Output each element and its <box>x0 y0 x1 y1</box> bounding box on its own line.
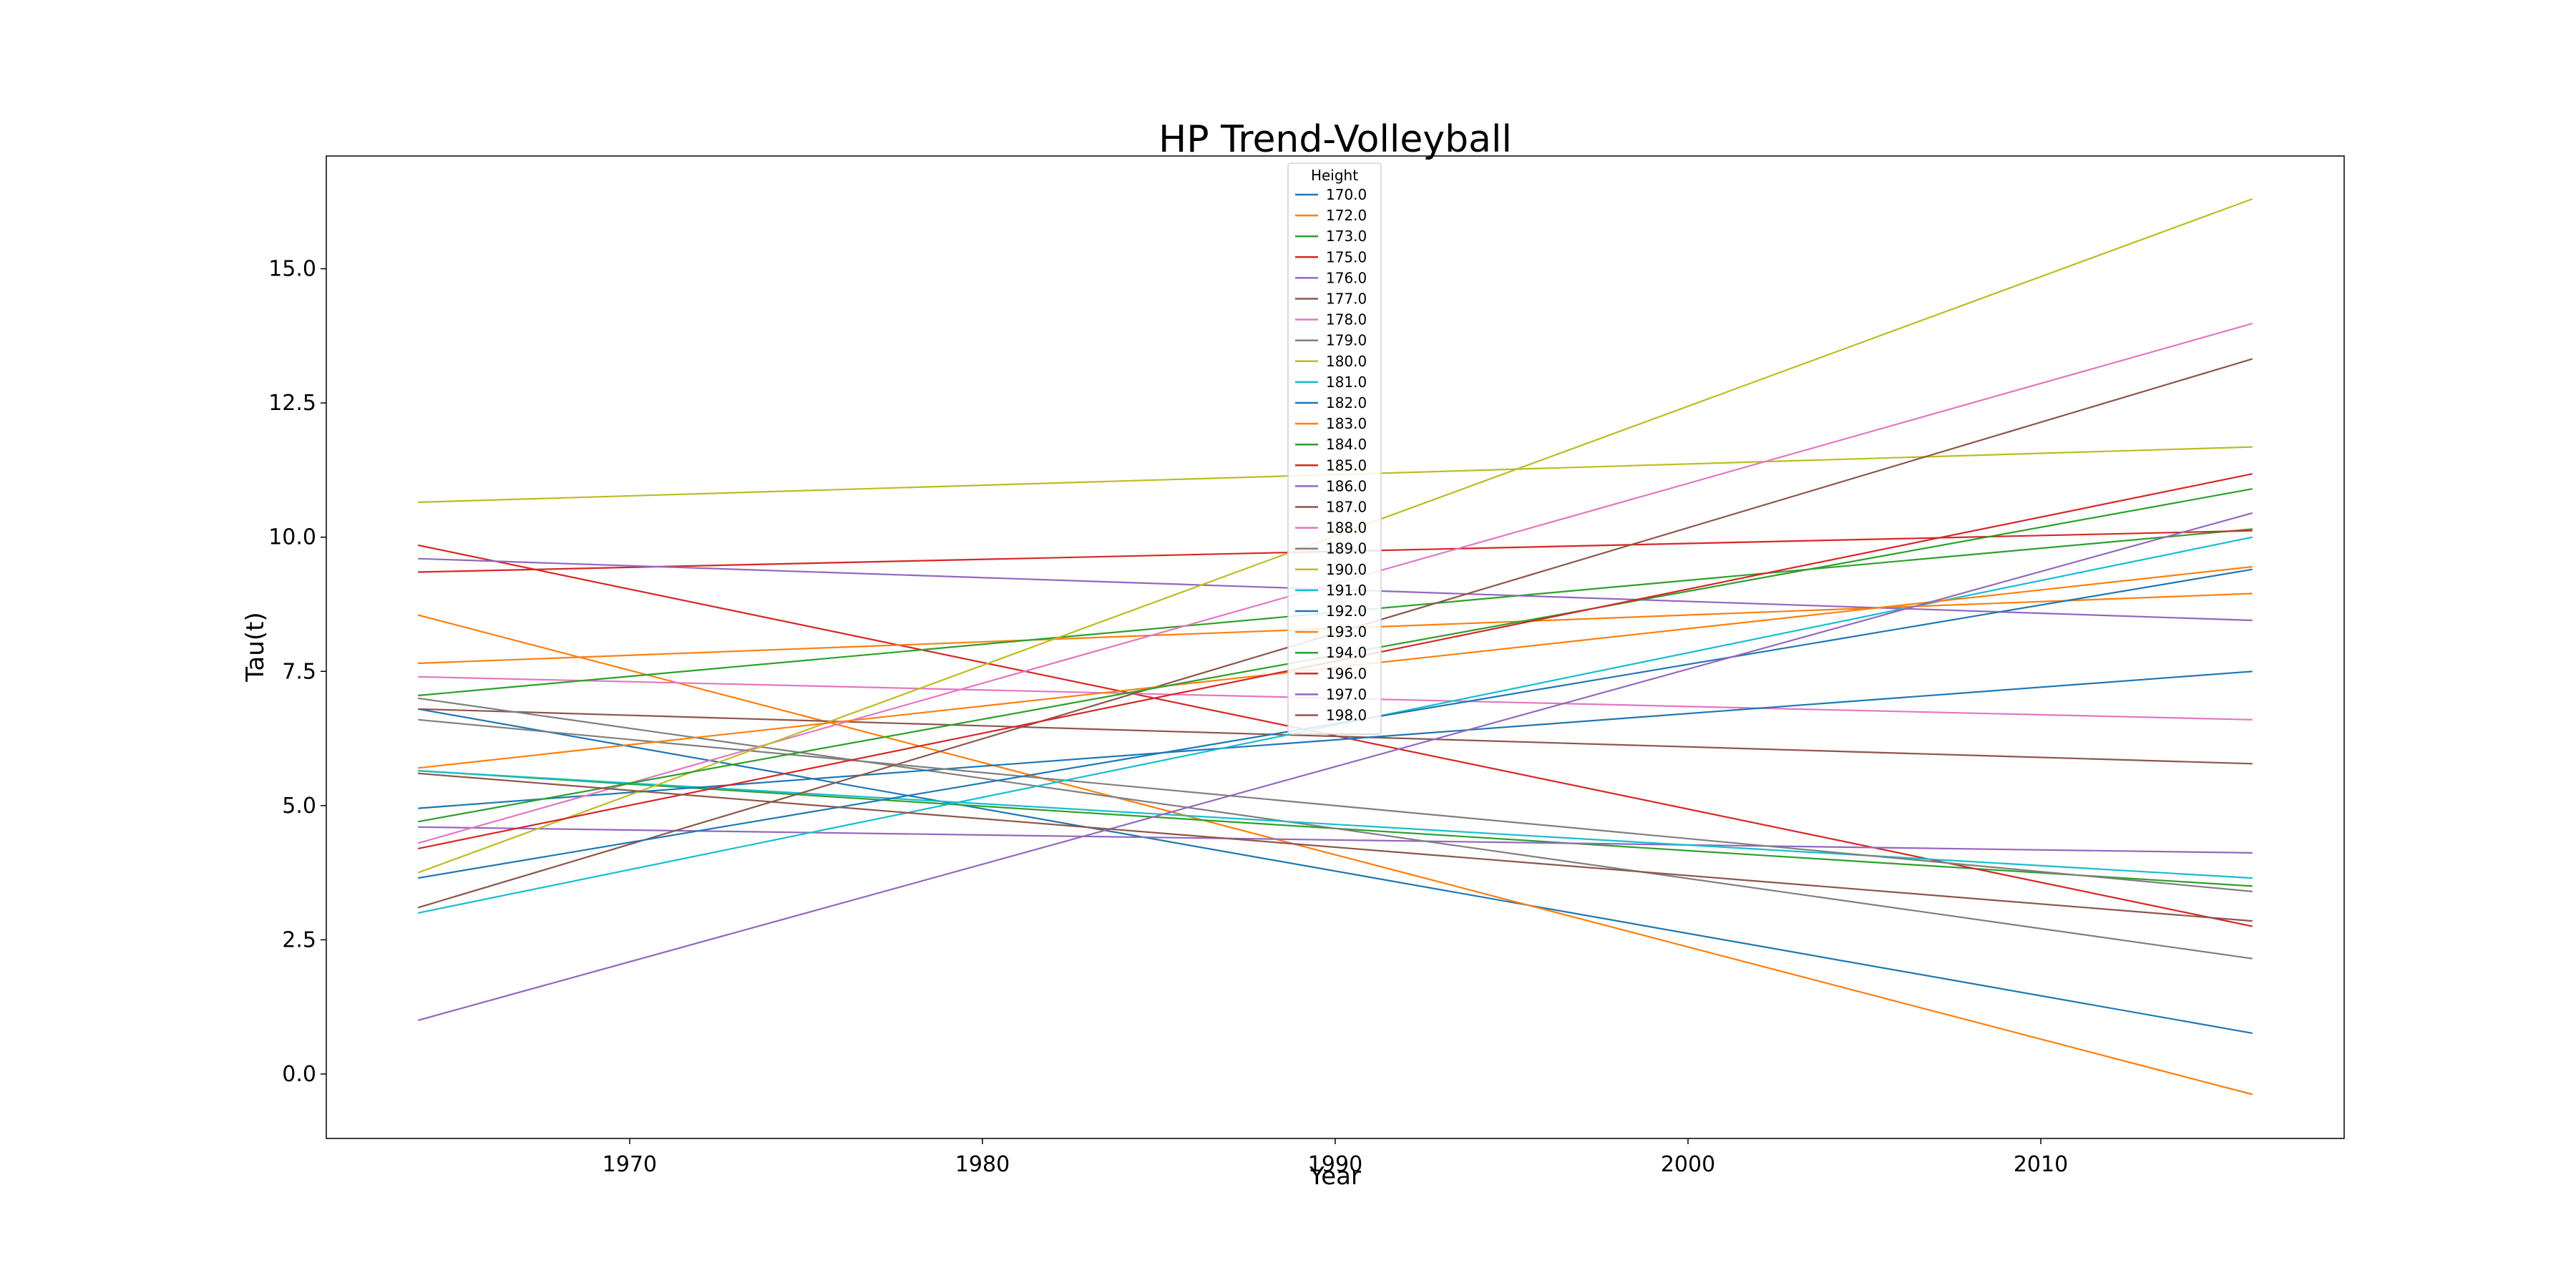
x-tick-label: 1980 <box>955 1152 1010 1177</box>
y-tick-label: 2.5 <box>282 927 316 952</box>
legend-label-173.0: 173.0 <box>1326 228 1367 245</box>
legend-label-198.0: 198.0 <box>1326 707 1367 724</box>
x-tick-label: 1990 <box>1308 1152 1362 1177</box>
series-line-198.0 <box>418 772 2253 922</box>
series-line-172.0 <box>417 614 2253 1096</box>
y-tick-label: 10.0 <box>268 525 316 550</box>
series-line-181.0 <box>418 770 2253 879</box>
chart-title: HP Trend-Volleyball <box>1158 118 1512 161</box>
x-tick-label: 2000 <box>1661 1152 1715 1177</box>
legend-label-170.0: 170.0 <box>1326 186 1367 203</box>
series-line-177.0 <box>418 708 2253 765</box>
legend-label-175.0: 175.0 <box>1326 248 1367 265</box>
series-line-176.0 <box>418 826 2253 854</box>
legend-label-191.0: 191.0 <box>1326 582 1367 599</box>
series-line-197.0 <box>417 512 2253 1021</box>
legend-label-181.0: 181.0 <box>1326 374 1367 391</box>
legend-box <box>1287 162 1382 735</box>
legend-label-187.0: 187.0 <box>1326 499 1367 516</box>
legend-items: 170.0 172.0 173.0 175.0 176.0 177.0 178.0 179.0… <box>1295 186 1367 724</box>
legend-label-176.0: 176.0 <box>1326 269 1367 286</box>
legend-label-177.0: 177.0 <box>1326 291 1367 308</box>
y-axis: 0.0 2.5 5.0 7.5 10.0 12.5 15.0 <box>268 257 326 1087</box>
y-tick-label: 0.0 <box>282 1062 316 1087</box>
legend-label-183.0: 183.0 <box>1326 415 1367 432</box>
series-line-170.0 <box>418 708 2253 1034</box>
legend-label-186.0: 186.0 <box>1326 477 1367 494</box>
legend-label-180.0: 180.0 <box>1326 353 1367 370</box>
legend-label-192.0: 192.0 <box>1326 602 1367 620</box>
y-axis-title: Tau(t) <box>241 612 270 682</box>
legend-title: Height <box>1311 167 1358 184</box>
x-axis: 1970 1980 1990 2000 2010 <box>602 1138 2068 1177</box>
series-line-179.0 <box>418 697 2253 960</box>
y-tick-label: 5.0 <box>282 794 316 819</box>
legend-label-190.0: 190.0 <box>1326 561 1367 578</box>
legend-label-196.0: 196.0 <box>1326 665 1367 682</box>
legend-label-184.0: 184.0 <box>1326 436 1367 453</box>
legend-label-179.0: 179.0 <box>1326 332 1367 349</box>
legend-label-172.0: 172.0 <box>1326 207 1367 224</box>
legend-label-193.0: 193.0 <box>1326 623 1367 640</box>
legend-label-189.0: 189.0 <box>1326 540 1367 557</box>
y-tick-label: 7.5 <box>282 659 316 684</box>
legend-label-182.0: 182.0 <box>1326 394 1367 411</box>
legend-label-185.0: 185.0 <box>1326 457 1367 474</box>
x-tick-label: 2010 <box>2014 1152 2068 1177</box>
legend-label-194.0: 194.0 <box>1326 644 1367 661</box>
y-tick-label: 15.0 <box>268 257 316 282</box>
legend-label-197.0: 197.0 <box>1326 686 1367 703</box>
legend-label-178.0: 178.0 <box>1326 311 1367 328</box>
legend-label-188.0: 188.0 <box>1326 519 1367 537</box>
y-tick-label: 12.5 <box>268 391 316 416</box>
legend: Height 170.0 172.0 173.0 175.0 176.0 177.0 178… <box>1287 162 1382 735</box>
series-line-189.0 <box>418 718 2253 892</box>
x-tick-label: 1970 <box>602 1152 657 1177</box>
x-axis-title: Year <box>1309 1162 1361 1191</box>
